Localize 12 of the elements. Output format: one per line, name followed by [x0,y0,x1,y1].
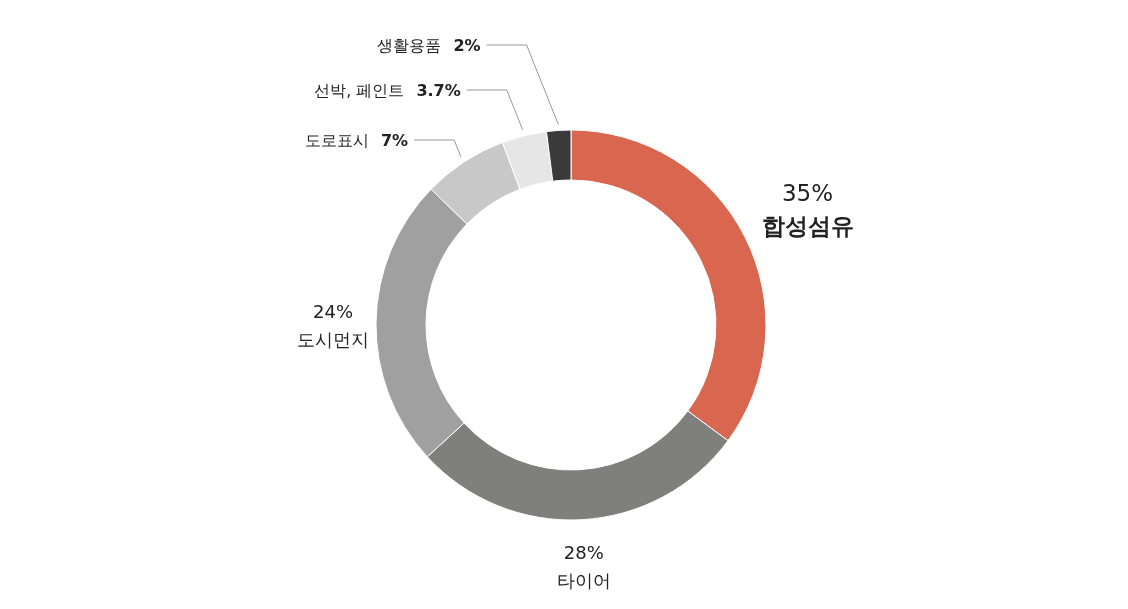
slice-label: 타이어 [556,569,611,591]
slice-label: 선박, 페인트 [314,81,405,100]
data-label: 2% [453,36,481,55]
slice-label: 도시먼지 [297,328,370,350]
data-label: 7% [380,131,409,150]
data-label: 35% [781,180,834,207]
slice-label: 도로표시 [304,131,369,150]
slice-label: 생활용품 [377,36,442,55]
slice-label: 합성섬유 [761,213,854,240]
data-label: 28% [563,541,604,563]
data-label: 3.7% [416,81,461,100]
data-label: 24% [313,300,354,322]
